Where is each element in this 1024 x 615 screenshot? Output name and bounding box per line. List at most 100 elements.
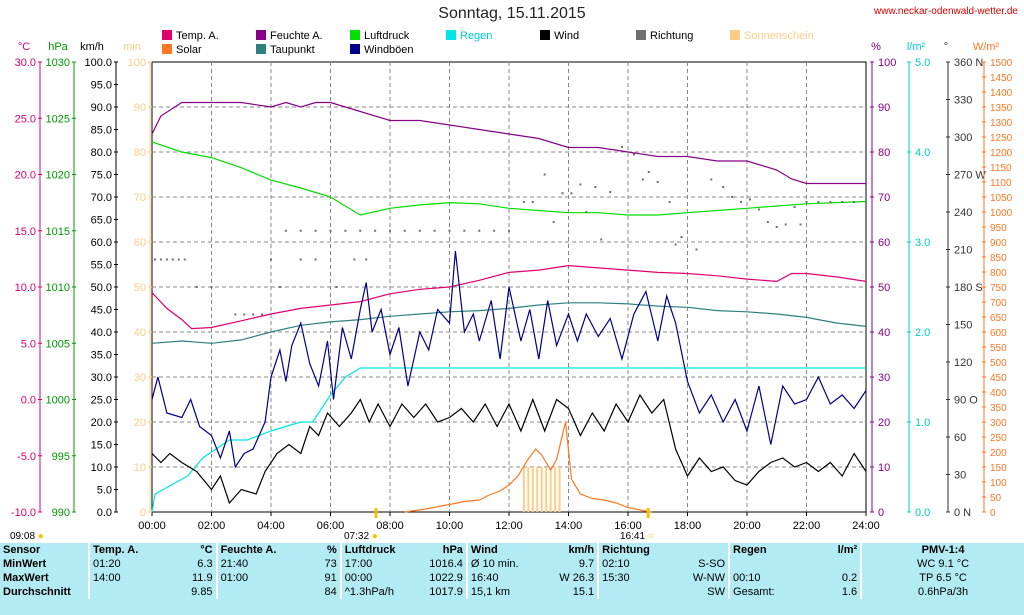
direction-dot <box>766 221 769 223</box>
axis-tick-label: 650 <box>990 313 1007 324</box>
axis-tick-label: 100 <box>128 57 146 69</box>
axis-unit-label: km/h <box>80 41 104 53</box>
stats-header-unit: l/m² <box>837 544 858 556</box>
axis-tick-label: 550 <box>990 343 1007 354</box>
axis-tick-label: 0.0 <box>915 507 930 519</box>
direction-dot <box>418 229 421 232</box>
direction-dot <box>656 181 659 183</box>
axis-tick-label: 0.0 <box>97 507 112 519</box>
x-tick-label: 16:00 <box>614 520 642 532</box>
axis-tick-label: 450 <box>990 373 1007 384</box>
direction-dot <box>433 229 436 232</box>
direction-dot <box>853 201 856 203</box>
direction-dot <box>508 229 510 232</box>
legend-label: Feuchte A. <box>270 30 323 42</box>
axis-tick-label: 10 <box>878 462 890 474</box>
axis-tick-label: 45.0 <box>91 305 112 317</box>
axis-tick-label: 1030 <box>46 57 70 69</box>
direction-dot <box>159 258 162 261</box>
stats-header-unit: % <box>326 544 337 556</box>
axis-tick-label: 50 <box>878 282 890 294</box>
website-url[interactable]: www.neckar-odenwald-wetter.de <box>874 6 1018 17</box>
stat-value: 1.6 <box>841 586 858 598</box>
axis-tick-label: 1200 <box>990 148 1013 159</box>
axis-tick-label: 0 <box>140 507 146 519</box>
axis-tick-label: 120 <box>954 357 972 369</box>
direction-dot <box>353 258 356 261</box>
stat-value: 9.7 <box>578 558 595 570</box>
direction-dot <box>757 208 760 211</box>
direction-dot <box>314 258 317 261</box>
sunset-label: 16:41 ○ <box>620 531 654 542</box>
stat-time: Gesamt: <box>728 585 812 599</box>
stat-time: 01:20 <box>88 557 164 571</box>
stat-time <box>88 585 164 599</box>
weather-chart: 00:00 02:00 04:00 06:00 08:00 10:00 12:00 14:00… <box>11 41 1013 532</box>
series-line-luftdruck <box>151 141 867 216</box>
legend-item: Sonnenschein <box>730 30 814 42</box>
stat-time: 02:10 <box>597 557 668 571</box>
axis-tick-label: 25.0 <box>15 113 36 125</box>
direction-dot <box>448 229 451 232</box>
axis-tick-label: 15.0 <box>91 440 112 452</box>
stats-row: MinWert 01:20 6.3 21:40 73 17:00 1016.4 Ø 10 mi… <box>0 557 1024 571</box>
sun-icon: ● <box>35 531 44 542</box>
axis-tick-label: 2.0 <box>915 327 930 339</box>
axis-tick-label: -5.0 <box>17 451 36 463</box>
axis-tick-label: 20.0 <box>91 417 112 429</box>
axis-tick-label: 50.0 <box>91 282 112 294</box>
stats-header: Luftdruck <box>339 543 416 557</box>
stat-value: W 26.3 <box>559 572 595 584</box>
axis-tick-label: 4.0 <box>915 147 930 159</box>
axis-tick-label: 65.0 <box>91 215 112 227</box>
axis-tick-label: 1005 <box>46 338 70 350</box>
legend-swatch <box>350 44 360 54</box>
stat-time: ^1.3hPa/h <box>339 585 416 599</box>
axis-tick-label: 10.0 <box>15 282 36 294</box>
axis-tick-label: 35.0 <box>91 350 112 362</box>
axis-tick-label: 300 <box>990 418 1007 429</box>
axis-tick-label: 950 <box>990 223 1007 234</box>
axis-tick-label: 800 <box>990 268 1007 279</box>
axis-tick-label: 10.0 <box>91 462 112 474</box>
legend-label: Regen <box>460 30 493 42</box>
axis-tick-label: 70 <box>134 192 146 204</box>
legend-label: Taupunkt <box>270 44 315 56</box>
axis-tick-label: 0.0 <box>21 395 36 407</box>
direction-dot <box>403 229 406 232</box>
direction-dot <box>165 258 168 261</box>
axis-tick-label: 85.0 <box>91 125 112 137</box>
direction-dot <box>243 313 246 316</box>
stats-row-label: MaxWert <box>3 572 49 584</box>
legend-label: Sonnenschein <box>744 30 814 42</box>
axis-tick-label: 30 <box>954 470 966 482</box>
direction-dot <box>740 201 743 203</box>
x-tick-label: 14:00 <box>555 520 583 532</box>
direction-dot <box>710 178 713 181</box>
direction-dot <box>817 201 820 203</box>
stat-time: 00:10 <box>728 571 812 585</box>
axis-tick-label: 1400 <box>990 88 1013 99</box>
chart-title: Sonntag, 15.11.2015 <box>438 5 586 22</box>
axis-tick-label: 55.0 <box>91 260 112 272</box>
stat-time: 16:40 <box>465 571 542 585</box>
direction-dot <box>543 173 546 176</box>
axis-tick-label: 40 <box>878 327 890 339</box>
axis-tick-label: 20 <box>878 417 890 429</box>
axis-tick-label: 30 <box>134 372 146 384</box>
direction-dot <box>344 229 347 232</box>
axis-tick-label: 50 <box>134 282 146 294</box>
axis-tick-label: 150 <box>954 320 972 332</box>
axis-tick-label: 600 <box>990 328 1007 339</box>
direction-dot <box>234 313 237 316</box>
series-line-windb-en <box>151 250 867 469</box>
x-tick-label: 10:00 <box>436 520 464 532</box>
stat-value: 91 <box>324 572 337 584</box>
stat-pmv: TP 6.5 °C <box>860 571 1024 585</box>
axis-tick-label: 995 <box>52 451 70 463</box>
axis-tick-label: 5.0 <box>21 338 36 350</box>
axis-tick-label: 5.0 <box>97 485 112 497</box>
stat-time <box>215 585 292 599</box>
x-tick-label: 02:00 <box>198 520 226 532</box>
series-line-wind <box>151 393 867 505</box>
